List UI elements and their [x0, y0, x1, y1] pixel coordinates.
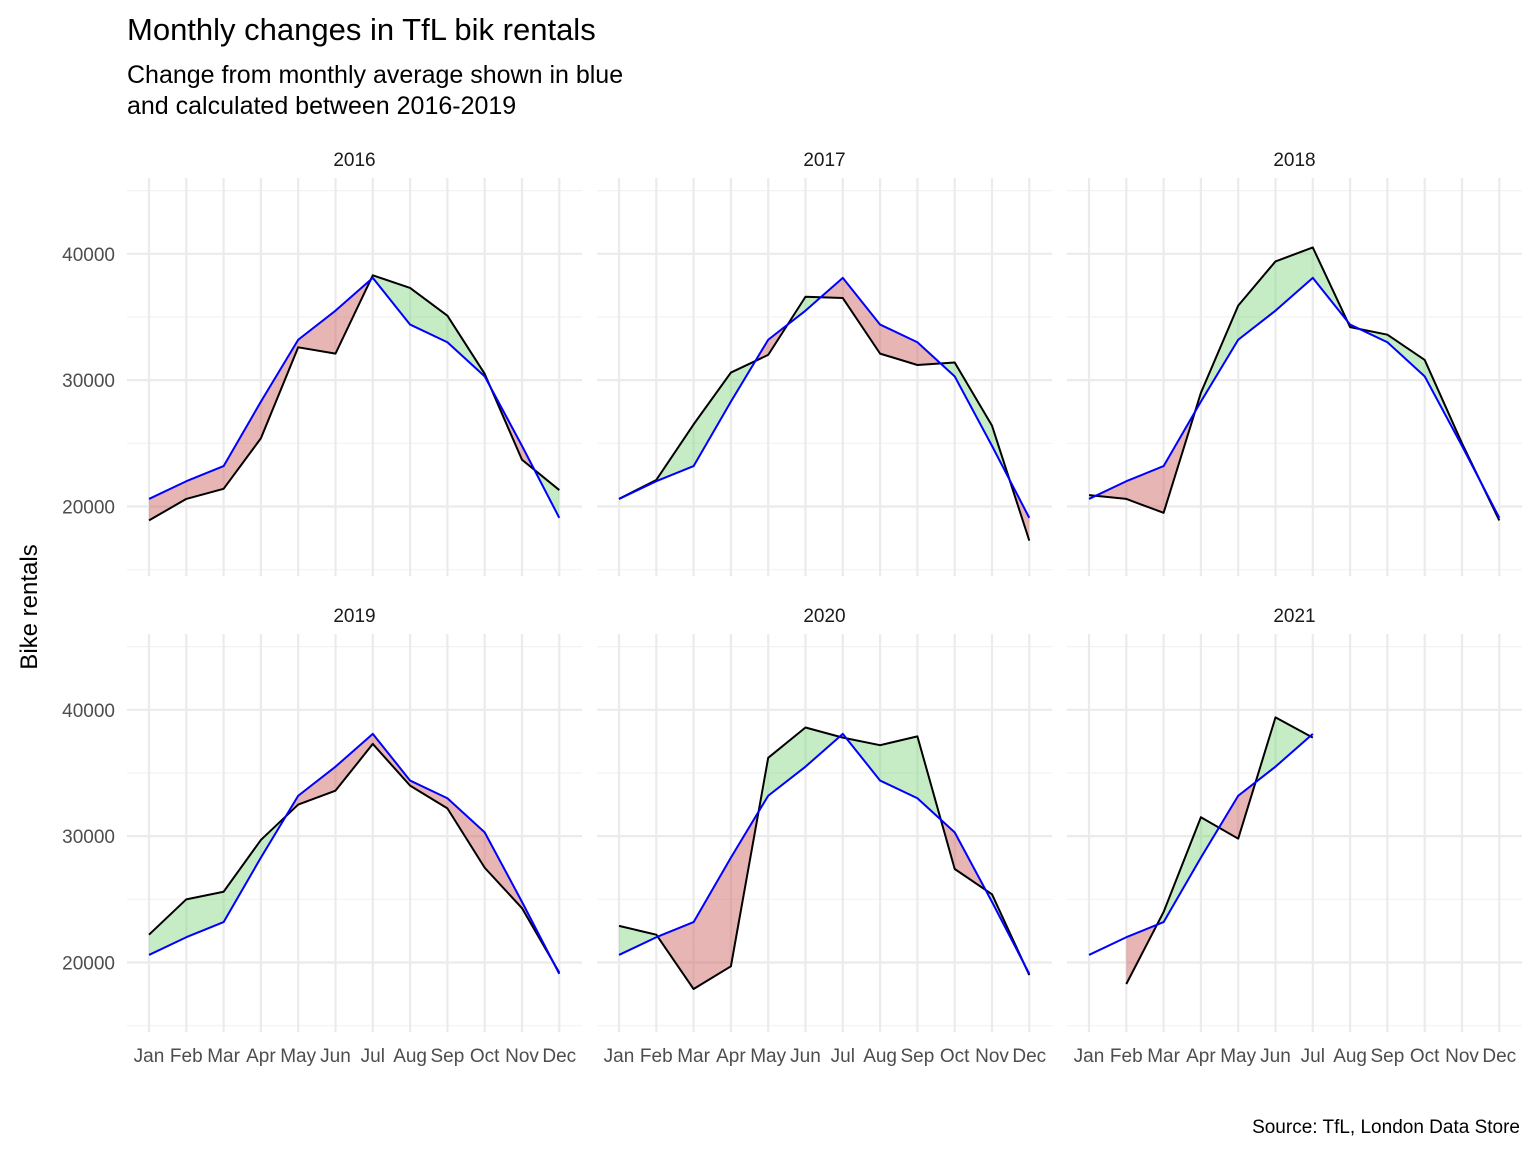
x-tick-label: Feb: [640, 1046, 673, 1067]
x-tick-label: Sep: [1370, 1046, 1404, 1067]
below-average-area: [842, 277, 881, 354]
above-average-area: [805, 727, 840, 767]
x-tick-label: Jun: [1260, 1046, 1291, 1067]
facet-strip-label: 2018: [1273, 150, 1315, 171]
above-average-area: [223, 839, 261, 923]
x-tick-label: Jan: [1074, 1046, 1105, 1067]
x-tick-label: Dec: [1012, 1046, 1046, 1067]
above-average-area: [693, 372, 731, 467]
below-average-area: [447, 798, 485, 868]
monthly-average-line: [148, 732, 561, 975]
below-average-area: [880, 324, 918, 365]
facet-panel-2019: 2019 20000 30000 40000 Jan Feb Mar Apr May Jun Jul…: [62, 606, 582, 1067]
x-tick-label: Apr: [1186, 1046, 1216, 1067]
x-tick-label: Feb: [170, 1046, 203, 1067]
facet-panel-2020: 2020 Jan Feb Mar Apr May Jun Jul Aug Sep Oct Nov Dec: [597, 606, 1052, 1067]
chart-title: Monthly changes in TfL bik rentals: [127, 12, 596, 47]
monthly-average-line: [1088, 733, 1314, 956]
y-tick-label: 30000: [62, 371, 115, 392]
y-tick-label: 30000: [62, 827, 115, 848]
above-average-area: [1238, 261, 1276, 340]
below-average-area: [1218, 795, 1239, 839]
facet-panel-2017: 2017: [597, 150, 1052, 576]
x-tick-label: Mar: [207, 1046, 240, 1067]
x-tick-label: Oct: [1410, 1046, 1440, 1067]
below-average-area: [657, 922, 694, 990]
x-tick-label: May: [280, 1046, 316, 1067]
actual-rentals-line: [148, 742, 561, 974]
actual-rentals-line: [1088, 246, 1501, 521]
y-axis-label: Bike rentals: [16, 544, 43, 669]
chart-subtitle-line-2: and calculated between 2016-2019: [127, 92, 516, 120]
x-tick-label: Jul: [1301, 1046, 1325, 1067]
below-average-area: [223, 401, 261, 489]
y-tick-label: 40000: [62, 245, 115, 266]
facet-panel-2021: 2021 Jan Feb Mar Apr May Jun Jul Aug Sep Oct Nov Dec: [1067, 606, 1522, 1067]
facet-panel-2018: 2018: [1067, 150, 1522, 576]
x-tick-label: Jul: [361, 1046, 385, 1067]
above-average-area: [1275, 717, 1311, 767]
y-tick-label: 40000: [62, 701, 115, 722]
chart-caption: Source: TfL, London Data Store: [1252, 1117, 1520, 1138]
below-average-area: [693, 857, 731, 990]
facet-panels: 2016 20000 30000 40000 2017 2018 2019 20000 3000…: [62, 150, 1522, 1067]
facet-strip-label: 2021: [1273, 606, 1315, 627]
facet-strip-label: 2016: [333, 150, 375, 171]
below-average-area: [298, 766, 336, 805]
monthly-average-line: [618, 732, 1031, 975]
y-tick-label: 20000: [62, 498, 115, 519]
x-tick-label: Dec: [542, 1046, 576, 1067]
above-average-area: [768, 727, 806, 796]
monthly-average-line: [1088, 276, 1501, 519]
x-tick-label: Feb: [1110, 1046, 1143, 1067]
above-average-area: [1275, 247, 1313, 311]
below-average-area: [298, 310, 336, 354]
facet-panel-2016: 2016 20000 30000 40000: [62, 150, 582, 576]
x-tick-label: Aug: [1333, 1046, 1367, 1067]
x-tick-label: Nov: [505, 1046, 539, 1067]
x-tick-label: Oct: [940, 1046, 970, 1067]
below-average-area: [149, 481, 187, 521]
x-tick-label: Jun: [320, 1046, 351, 1067]
x-tick-label: Aug: [393, 1046, 427, 1067]
x-tick-label: Apr: [246, 1046, 276, 1067]
chart-subtitle-line-1: Change from monthly average shown in blu…: [127, 61, 623, 89]
x-tick-label: Mar: [1147, 1046, 1180, 1067]
x-tick-label: Dec: [1482, 1046, 1516, 1067]
x-tick-label: Oct: [470, 1046, 500, 1067]
actual-rentals-line: [618, 295, 1031, 541]
x-tick-label: Aug: [863, 1046, 897, 1067]
below-average-area: [335, 733, 373, 791]
x-tick-label: May: [750, 1046, 786, 1067]
y-tick-label: 20000: [62, 954, 115, 975]
x-tick-label: Mar: [677, 1046, 710, 1067]
above-average-area: [1387, 334, 1425, 377]
above-average-area: [954, 362, 992, 446]
x-tick-label: Apr: [716, 1046, 746, 1067]
x-tick-label: Nov: [1445, 1046, 1479, 1067]
x-tick-label: Jun: [790, 1046, 821, 1067]
monthly-average-line: [148, 276, 561, 519]
x-tick-label: Nov: [975, 1046, 1009, 1067]
facet-strip-label: 2019: [333, 606, 375, 627]
x-tick-label: Jan: [604, 1046, 635, 1067]
x-tick-label: Sep: [900, 1046, 934, 1067]
above-average-area: [880, 736, 918, 799]
facet-strip-label: 2017: [803, 150, 845, 171]
x-tick-label: Jul: [831, 1046, 855, 1067]
actual-rentals-line: [618, 726, 1031, 991]
x-tick-label: May: [1220, 1046, 1256, 1067]
below-average-area: [410, 780, 448, 809]
above-average-area: [186, 891, 224, 938]
x-tick-label: Sep: [430, 1046, 464, 1067]
monthly-average-line: [618, 276, 1031, 519]
above-average-area: [1200, 817, 1219, 858]
x-tick-label: Jan: [134, 1046, 165, 1067]
facet-strip-label: 2020: [803, 606, 845, 627]
